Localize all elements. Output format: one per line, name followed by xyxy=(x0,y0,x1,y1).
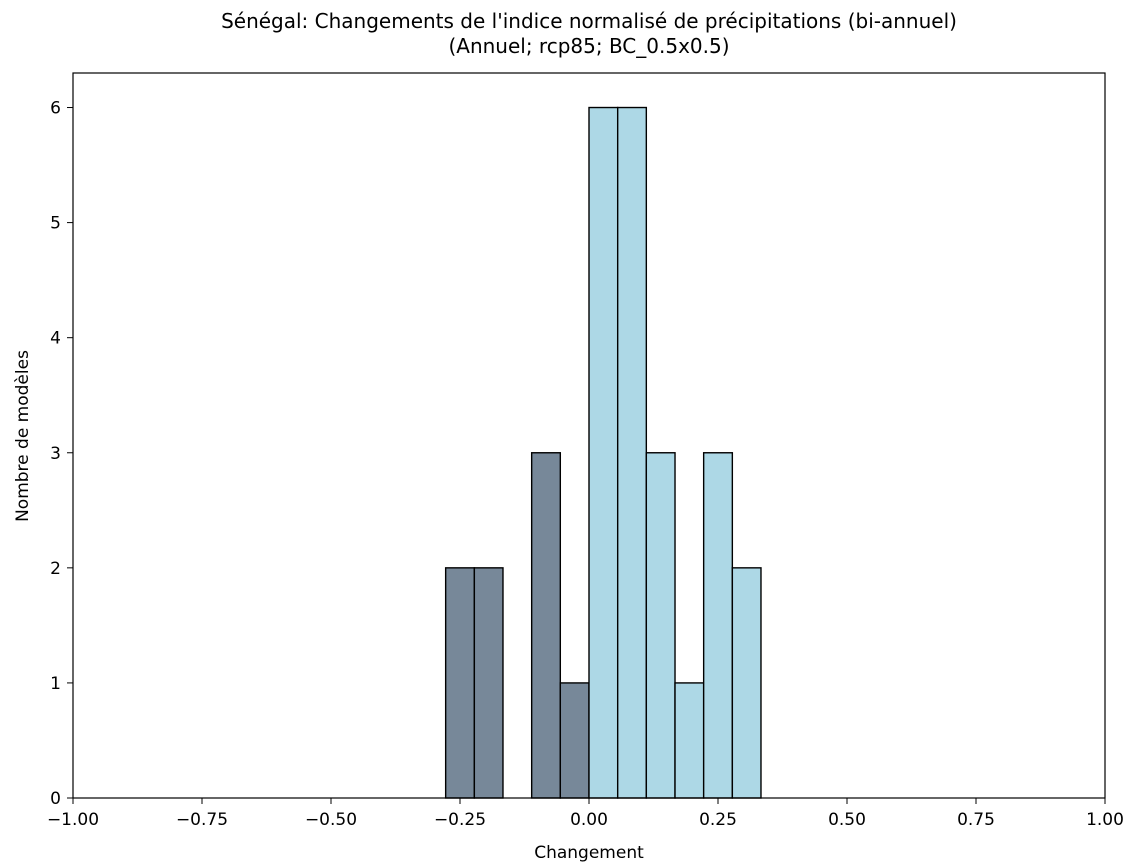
x-tick-label: 0.25 xyxy=(699,810,737,830)
y-tick-label: 6 xyxy=(50,99,61,119)
histogram-bar-3 xyxy=(530,452,562,799)
histogram-bar-8 xyxy=(674,682,705,799)
x-tick-label: −1.00 xyxy=(47,810,99,830)
histogram-bar-1 xyxy=(473,567,504,799)
histogram-bar-5 xyxy=(588,106,619,799)
x-tick-label: −0.75 xyxy=(176,810,228,830)
y-tick-label: 0 xyxy=(50,789,61,809)
y-tick-label: 2 xyxy=(50,559,61,579)
histogram-bar-4 xyxy=(559,682,590,799)
y-tick-label: 4 xyxy=(50,329,61,349)
y-tick-label: 1 xyxy=(50,674,61,694)
y-axis-ticks: 0 1 2 3 4 5 6 xyxy=(50,99,73,809)
x-tick-label: −0.25 xyxy=(434,810,486,830)
histogram-bar-6 xyxy=(616,106,648,799)
x-axis-ticks: −1.00 −0.75 −0.50 −0.25 0.00 0.25 0.50 0.75 1.00 xyxy=(47,798,1124,830)
histogram-bar-0 xyxy=(444,567,476,799)
histogram-bar-7 xyxy=(645,452,676,799)
chart-title: Sénégal: Changements de l'indice normali… xyxy=(221,9,957,33)
x-axis-label: Changement xyxy=(534,843,644,863)
x-tick-label: 1.00 xyxy=(1086,810,1124,830)
x-tick-label: −0.50 xyxy=(305,810,357,830)
chart-subtitle: (Annuel; rcp85; BC_0.5x0.5) xyxy=(448,34,729,58)
x-tick-label: 0.00 xyxy=(570,810,608,830)
x-tick-label: 0.75 xyxy=(957,810,995,830)
y-tick-label: 3 xyxy=(50,444,61,464)
bars-group xyxy=(444,106,762,799)
histogram-bar-9 xyxy=(702,452,734,799)
y-tick-label: 5 xyxy=(50,214,61,234)
x-tick-label: 0.50 xyxy=(828,810,866,830)
y-axis-label: Nombre de modèles xyxy=(13,350,33,522)
histogram-bar-10 xyxy=(731,567,762,799)
